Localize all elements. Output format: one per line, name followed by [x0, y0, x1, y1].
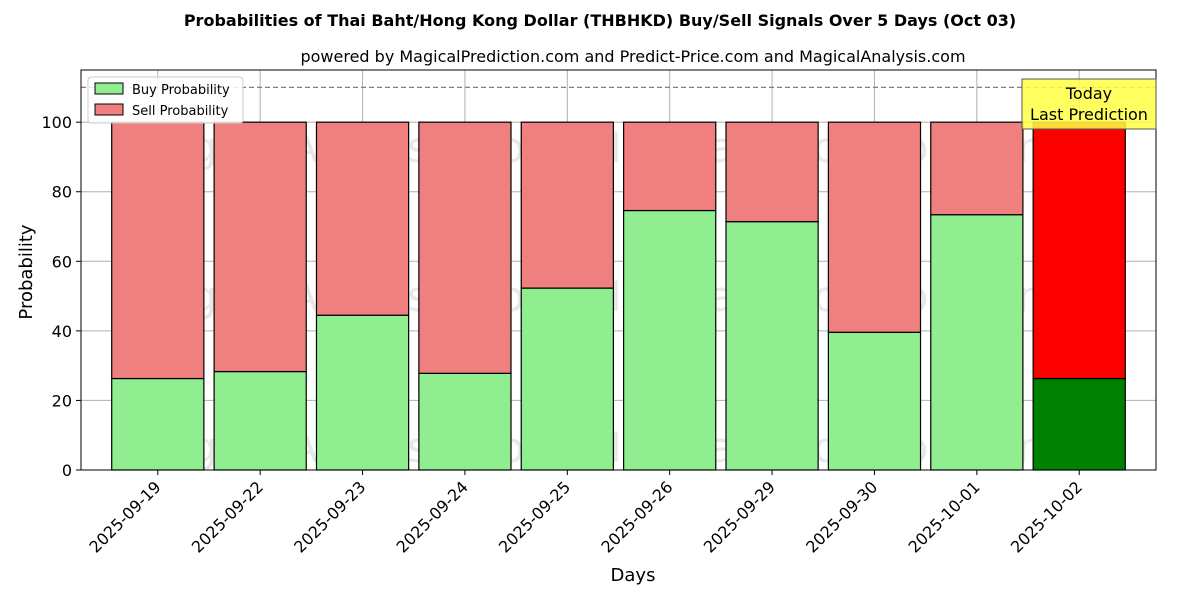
buy-bar	[1032, 377, 1126, 471]
buy-bar	[725, 221, 819, 471]
sell-bar	[418, 121, 512, 374]
y-tick-label: 80	[52, 183, 72, 202]
x-tick-label: 2025-09-26	[597, 477, 676, 556]
sell-bar	[1032, 121, 1126, 380]
sell-bar	[315, 121, 410, 316]
y-tick-label: 60	[52, 252, 72, 271]
annotation-line-1: Today	[1065, 84, 1112, 103]
x-tick-label: 2025-09-24	[393, 477, 472, 556]
plot-frame	[80, 69, 1157, 471]
sell-bar	[623, 121, 717, 212]
x-tick-label: 2025-10-01	[904, 477, 983, 556]
sell-bar	[725, 121, 819, 223]
sell-bar	[930, 121, 1024, 216]
legend-buy-label: Buy Probability	[132, 83, 230, 98]
x-tick-label: 2025-09-22	[188, 477, 267, 556]
sell-bar	[520, 121, 614, 289]
x-tick-label: 2025-09-29	[700, 477, 779, 556]
today-annotation: Today Last Prediction	[1021, 78, 1157, 130]
legend: Buy Probability Sell Probability	[87, 76, 244, 124]
x-tick-label: 2025-09-30	[802, 477, 881, 556]
buy-bar	[827, 331, 922, 471]
y-axis-label: Probability	[16, 224, 37, 319]
annotation-box	[1021, 78, 1157, 130]
x-tick-label: 2025-09-19	[85, 477, 164, 556]
x-tick-label: 2025-09-23	[290, 477, 369, 556]
y-tick-label: 0	[62, 461, 72, 480]
y-tick-label: 100	[41, 113, 72, 132]
y-tick-label: 40	[52, 322, 72, 341]
sell-bar	[827, 121, 922, 333]
legend-sell-label: Sell Probability	[132, 104, 229, 119]
buy-bar	[418, 372, 512, 471]
sell-bar	[111, 121, 205, 380]
buy-bar	[623, 209, 717, 471]
annotation-line-2: Last Prediction	[1030, 105, 1148, 124]
buy-bar	[930, 214, 1024, 471]
x-tick-label: 2025-10-02	[1007, 477, 1086, 556]
legend-buy-swatch	[94, 82, 124, 95]
buy-bar	[111, 377, 205, 471]
bars-layer	[111, 121, 1126, 471]
x-tick-label: 2025-09-25	[495, 477, 574, 556]
buy-bar	[315, 314, 410, 471]
legend-sell-swatch	[94, 103, 124, 116]
y-tick-label: 20	[52, 391, 72, 410]
chart-title: Probabilities of Thai Baht/Hong Kong Dol…	[184, 11, 1016, 30]
x-axis-label: Days	[611, 565, 656, 586]
sell-bar	[213, 121, 307, 373]
buy-bar	[520, 287, 614, 471]
legend-box	[87, 76, 244, 124]
buy-bar	[213, 370, 307, 471]
chart-subtitle: powered by MagicalPrediction.com and Pre…	[300, 47, 965, 66]
